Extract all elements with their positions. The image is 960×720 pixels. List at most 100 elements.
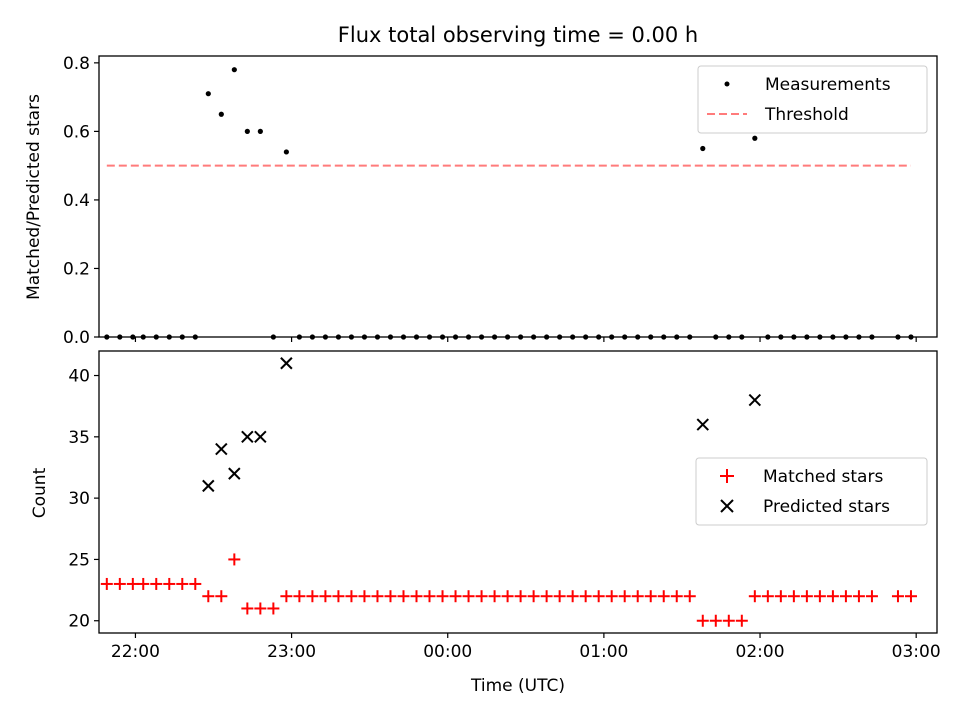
matched-stars-point bbox=[332, 590, 345, 603]
matched-stars-point bbox=[514, 590, 527, 603]
measurement-point bbox=[439, 334, 446, 340]
matched-stars-point bbox=[657, 590, 670, 603]
measurement-point bbox=[674, 334, 680, 340]
x-tick-label: 02:00 bbox=[736, 642, 785, 662]
y-tick-label: 20 bbox=[68, 612, 90, 632]
predicted-stars-point bbox=[228, 467, 241, 480]
matched-stars-point bbox=[371, 590, 384, 603]
matched-stars-point bbox=[696, 614, 709, 627]
measurement-point bbox=[531, 334, 537, 340]
y-tick-label: 35 bbox=[68, 428, 90, 448]
measurement-point bbox=[452, 334, 459, 340]
measurement-point bbox=[752, 135, 758, 141]
matched-stars-point bbox=[462, 590, 475, 603]
measurement-point bbox=[791, 334, 797, 340]
measurement-point bbox=[400, 334, 407, 340]
x-tick-label: 23:00 bbox=[267, 642, 316, 662]
matched-stars-point bbox=[774, 590, 787, 603]
matched-stars-point bbox=[410, 590, 423, 603]
matched-stars-point bbox=[215, 590, 228, 603]
matched-stars-point bbox=[683, 590, 696, 603]
matched-stars-point bbox=[449, 590, 462, 603]
x-tick-label: 00:00 bbox=[423, 642, 472, 662]
measurement-point bbox=[596, 334, 602, 340]
x-tick-label: 01:00 bbox=[579, 642, 628, 662]
legend-threshold-label: Threshold bbox=[764, 105, 849, 125]
matched-stars-point bbox=[618, 590, 631, 603]
matched-stars-point bbox=[540, 590, 553, 603]
x-tick-label: 22:00 bbox=[111, 642, 160, 662]
measurement-point bbox=[661, 334, 667, 340]
measurement-point bbox=[361, 334, 368, 340]
measurement-point bbox=[583, 334, 589, 340]
measurement-point bbox=[518, 334, 524, 340]
measurement-point bbox=[179, 334, 185, 340]
measurement-point bbox=[570, 334, 576, 340]
matched-stars-point bbox=[488, 590, 501, 603]
matched-stars-point bbox=[241, 602, 254, 615]
matched-stars-point bbox=[553, 590, 566, 603]
matched-stars-point bbox=[319, 590, 332, 603]
measurement-point bbox=[153, 334, 159, 340]
matched-stars-point bbox=[709, 614, 722, 627]
matched-stars-point bbox=[113, 577, 126, 590]
measurement-point bbox=[130, 334, 136, 340]
matched-stars-point bbox=[228, 553, 241, 566]
matched-stars-point bbox=[748, 590, 761, 603]
matched-stars-point bbox=[852, 590, 865, 603]
measurement-point bbox=[504, 334, 511, 340]
matched-stars-point bbox=[644, 590, 657, 603]
predicted-stars-point bbox=[696, 418, 709, 431]
matched-stars-point bbox=[735, 614, 748, 627]
top-legend: Measurements Threshold bbox=[697, 65, 928, 134]
top-x-ticks bbox=[134, 337, 917, 342]
matched-stars-point bbox=[592, 590, 605, 603]
measurement-point bbox=[205, 91, 211, 97]
matched-stars-point bbox=[579, 590, 592, 603]
top-plot-area bbox=[104, 67, 914, 340]
measurement-point bbox=[296, 334, 302, 340]
matched-stars-point bbox=[423, 590, 436, 603]
matched-stars-point bbox=[202, 590, 215, 603]
y-tick-label: 25 bbox=[68, 550, 90, 570]
matched-stars-point bbox=[670, 590, 683, 603]
y-tick-label: 0.8 bbox=[63, 54, 90, 74]
bottom-legend: Matched stars Predicted stars bbox=[695, 457, 928, 526]
measurement-point bbox=[348, 334, 355, 340]
measurement-point bbox=[465, 334, 472, 340]
matched-stars-point bbox=[865, 590, 878, 603]
bottom-plot-area bbox=[100, 357, 917, 627]
matched-stars-point bbox=[176, 577, 189, 590]
predicted-stars-point bbox=[202, 479, 215, 493]
matched-stars-point bbox=[787, 590, 800, 603]
measurement-point bbox=[283, 149, 289, 155]
bottom-y-axis-label: Count bbox=[30, 467, 50, 518]
measurement-point bbox=[270, 334, 276, 340]
predicted-stars-point bbox=[254, 430, 267, 444]
measurement-point bbox=[218, 111, 224, 117]
measurement-point bbox=[166, 334, 172, 340]
measurement-point bbox=[609, 334, 615, 340]
measurement-point bbox=[726, 334, 732, 340]
matched-stars-point bbox=[722, 614, 735, 627]
measurement-point bbox=[192, 334, 198, 340]
matched-stars-point bbox=[358, 590, 371, 603]
measurement-point bbox=[478, 334, 485, 340]
bottom-panel: 20 25 30 35 40 22:00 23:00 00:00 01:00 02:00 03:0… bbox=[30, 350, 941, 696]
top-panel: 0.00.20.40.60.8 Matched/Predicted stars … bbox=[24, 54, 938, 348]
matched-stars-point bbox=[605, 590, 618, 603]
matched-stars-point bbox=[813, 590, 826, 603]
bottom-y-ticks: 20 25 30 35 40 bbox=[68, 367, 99, 632]
matched-stars-point bbox=[826, 590, 839, 603]
measurement-point bbox=[413, 334, 420, 340]
measurement-point bbox=[856, 334, 862, 340]
measurement-point bbox=[322, 334, 329, 340]
legend-matched-label: Matched stars bbox=[763, 467, 883, 487]
y-tick-label: 0.2 bbox=[63, 259, 90, 279]
y-tick-label: 0.4 bbox=[63, 191, 90, 211]
top-axes-frame bbox=[98, 55, 938, 338]
matched-stars-point bbox=[839, 590, 852, 603]
measurement-point bbox=[778, 334, 784, 340]
matched-stars-point bbox=[501, 590, 514, 603]
measurement-point bbox=[739, 334, 745, 340]
